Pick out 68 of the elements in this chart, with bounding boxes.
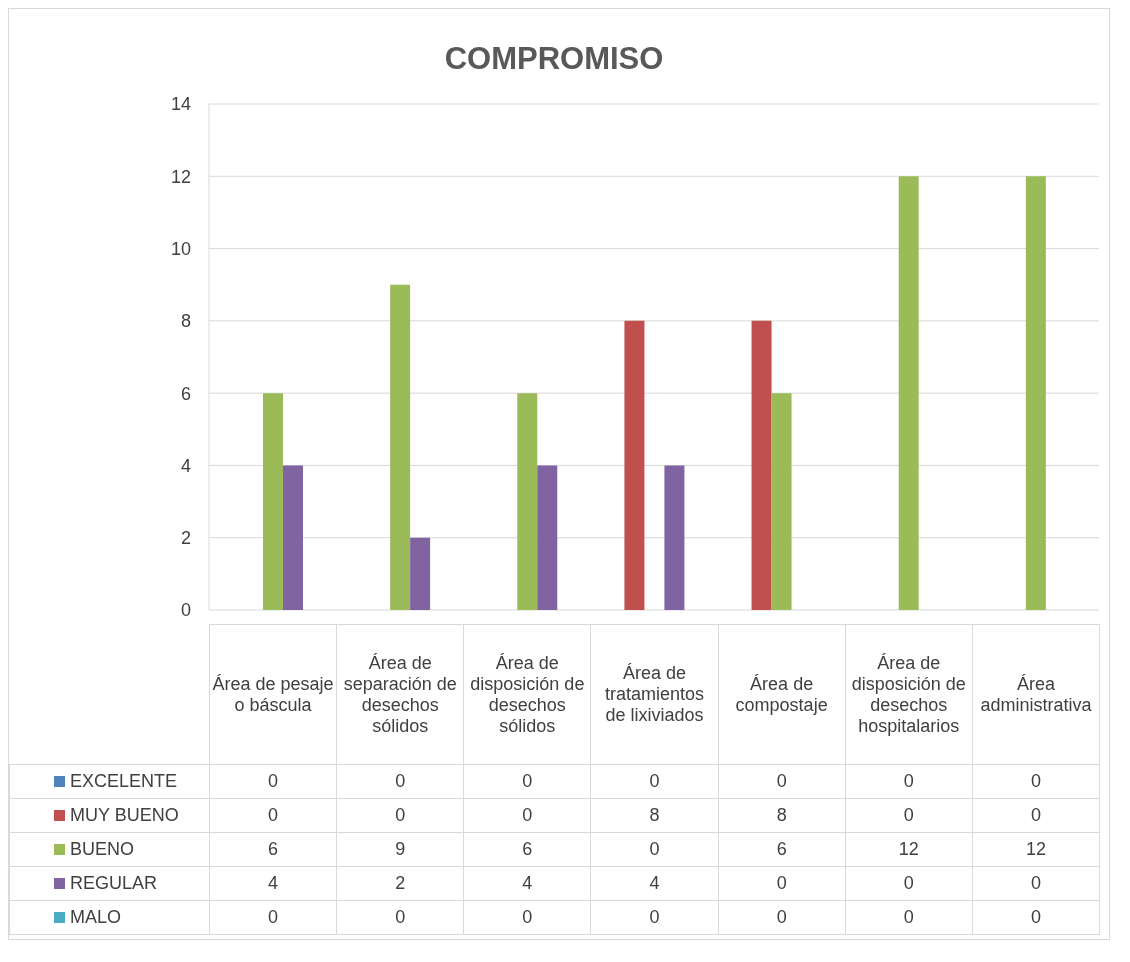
x-tick-label: Área de disposición de desechos sólidos (463, 624, 591, 765)
bar (1025, 176, 1046, 610)
data-label: 0 (718, 764, 846, 799)
data-label: 0 (463, 900, 591, 935)
data-label: 0 (845, 798, 973, 833)
y-tick-label: 14 (170, 94, 191, 115)
data-label: 0 (590, 832, 719, 867)
bar (410, 537, 431, 610)
data-label: 12 (845, 832, 973, 867)
data-label: 0 (972, 798, 1100, 833)
data-label: 8 (590, 798, 719, 833)
y-tick-label: 12 (170, 166, 191, 187)
data-label: 0 (972, 866, 1100, 901)
data-label: 0 (463, 798, 591, 833)
y-tick-label: 2 (180, 528, 191, 549)
data-label: 0 (845, 866, 973, 901)
y-tick-label: 0 (180, 600, 191, 621)
x-tick-label: Área de disposición de desechos hospitalarios (845, 624, 973, 765)
data-label: 4 (209, 866, 337, 901)
data-label: 12 (972, 832, 1100, 867)
data-label: 0 (718, 866, 846, 901)
data-label: 4 (463, 866, 591, 901)
x-tick-label: Área de separación de desechos sólidos (336, 624, 464, 765)
data-label: 0 (972, 764, 1100, 799)
x-tick-label: Área de compostaje (718, 624, 846, 765)
data-label: 9 (336, 832, 464, 867)
legend-label: MUY BUENO (69, 805, 179, 826)
legend-label: REGULAR (69, 873, 158, 894)
bar (771, 393, 792, 610)
y-tick-label: 8 (180, 311, 191, 332)
bar (898, 176, 919, 610)
legend-label: MALO (69, 907, 122, 928)
data-label: 0 (590, 900, 719, 935)
bar (390, 284, 411, 610)
data-label: 0 (590, 764, 719, 799)
data-label: 0 (845, 764, 973, 799)
data-label: 0 (209, 900, 337, 935)
data-label: 0 (845, 900, 973, 935)
data-label: 2 (336, 866, 464, 901)
bar (751, 320, 772, 610)
bar (517, 393, 538, 610)
data-label: 6 (209, 832, 337, 867)
bar (624, 320, 645, 610)
y-tick-label: 6 (180, 383, 191, 404)
x-tick-label: Área de pesaje o báscula (209, 624, 337, 765)
data-label: 0 (336, 900, 464, 935)
data-label: 6 (718, 832, 846, 867)
y-tick-label: 10 (170, 238, 191, 259)
data-label: 0 (972, 900, 1100, 935)
data-label: 0 (209, 798, 337, 833)
bar (537, 465, 558, 610)
data-label: 4 (590, 866, 719, 901)
legend-label: EXCELENTE (69, 771, 178, 792)
x-tick-label: Área administrativa (972, 624, 1100, 765)
data-label: 0 (336, 764, 464, 799)
bar (282, 465, 303, 610)
data-label: 8 (718, 798, 846, 833)
data-label: 0 (718, 900, 846, 935)
chart-title: COMPROMISO (443, 41, 665, 77)
y-tick-label: 4 (180, 455, 191, 476)
data-label: 0 (463, 764, 591, 799)
data-label: 6 (463, 832, 591, 867)
x-tick-label: Área de tratamientos de lixiviados (590, 624, 719, 765)
data-label: 0 (209, 764, 337, 799)
bar (262, 393, 283, 610)
bar (664, 465, 685, 610)
data-label: 0 (336, 798, 464, 833)
legend-label: BUENO (69, 839, 135, 860)
